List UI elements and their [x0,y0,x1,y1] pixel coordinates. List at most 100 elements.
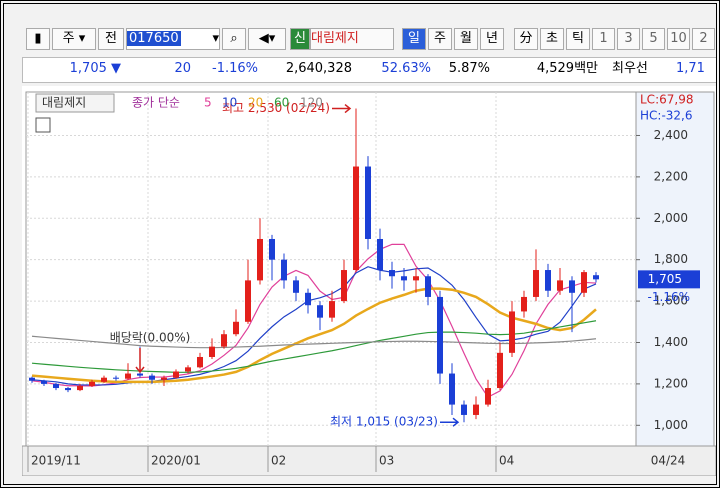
candle-body [233,321,239,335]
volume: 2,640,328 [285,61,352,76]
code-input[interactable]: 017650 ▾ [126,28,220,50]
legend-entry: 5 [204,96,212,110]
legend-entry: 120 [300,96,323,110]
last-price: 1,705 [648,272,682,286]
x-tick-label: 2019/11 [31,454,81,468]
candle-body [497,352,503,389]
period-count[interactable]: 5 [642,28,665,50]
candle-body [113,377,119,379]
code: 017650 [127,31,181,46]
candle-body [461,404,467,415]
ma-label: 종가 단순 [132,96,180,110]
y-tick-label: 2,400 [654,128,688,142]
period-tab[interactable]: 월 [454,28,478,50]
chart: 1,000 1,200 1,400 1,600 1,800 2,000 2,200 2,400… [22,86,716,476]
change: 20 [174,61,191,76]
candle-body [269,238,275,260]
candle-body [77,385,83,391]
prev-button[interactable]: 전 [98,28,124,50]
low-arrow [440,417,460,427]
legend-entry: 10 [222,96,237,110]
candle-body [545,270,551,291]
candle-body [413,276,419,281]
candle-body [41,380,47,384]
x-tick-label: 02 [271,454,286,468]
ma-line [31,287,597,384]
candle-body [257,238,263,281]
candle-body [401,276,407,281]
candle-body [509,311,515,353]
stock-name: 대림제지 [310,28,394,50]
high-annotation: 최고 2,530 (02/24) [222,101,330,115]
candle-body [365,166,371,239]
period-count[interactable]: 2 [692,28,715,50]
new-badge: 신 [290,28,310,50]
candle-body [89,381,95,386]
y-tick-label: 1,600 [654,294,688,308]
y-tick-label: 1,400 [654,335,688,349]
candle-body [521,296,527,312]
cursor-date: 04/24 [651,454,686,468]
period-tab[interactable]: 分 [514,28,538,50]
legend-box [35,93,115,113]
price: 1,705 ▼ [69,61,121,76]
x-axis-panel [22,445,716,476]
y-tick-label: 2,000 [654,211,688,225]
candle-body [317,305,323,318]
market-select[interactable]: 주 ▾ [52,28,96,50]
candle-body [137,373,143,376]
ma-line [31,320,597,373]
candle-body [377,238,383,271]
sound-button[interactable]: ◀▾ [248,28,286,50]
hc-label: HC:-32,6 [640,109,693,123]
candle-body [473,404,479,415]
quote-bar [22,57,716,83]
candle-body [593,275,599,280]
candle-body [125,373,131,379]
candle-body [185,367,191,372]
plot-frame [25,91,637,447]
candle-body [281,259,287,281]
turnover: 5.87% [448,61,490,76]
search-button[interactable]: ⌕ [222,28,246,50]
candle-body [437,296,443,374]
candle-body [53,383,59,389]
period-tab[interactable]: 일 [402,28,426,50]
period-tab[interactable]: 주 [428,28,452,50]
amount: 4,529백만 [536,61,598,76]
y-tick-label: 1,200 [654,376,688,390]
candle-body [305,292,311,306]
x-tick-label: 2020/01 [151,454,201,468]
y-tick-label: 1,800 [654,252,688,266]
last-change: -1.16% [648,290,690,304]
period-tab[interactable]: 초 [540,28,564,50]
candle-body [245,280,251,322]
period-count[interactable]: 3 [617,28,640,50]
menu-icon[interactable]: ▮ [26,28,50,50]
candle-body [341,270,347,302]
legend-entry: 60 [274,96,289,110]
candle-body [329,301,335,318]
best-label: 최우선 [612,61,648,76]
period-tab[interactable]: 틱 [566,28,590,50]
candle-body [65,388,71,391]
candle-body [449,373,455,405]
x-tick-label: 04 [499,454,514,468]
candle-body [425,276,431,297]
legend-entry: 20 [248,96,263,110]
best-price: 1,71 [676,61,705,76]
dividend-annotation: 배당락(0.00%) [110,331,191,345]
ma-line [31,335,597,349]
period-count[interactable]: 1 [592,28,615,50]
y-axis-panel [635,91,715,447]
candle-body [569,280,575,293]
grid-toggle[interactable] [35,117,51,133]
candle-body [557,280,563,291]
period-tab[interactable]: 년 [480,28,504,50]
candle-body [173,371,179,378]
candle-body [485,388,491,405]
candle-body [209,346,215,357]
period-count[interactable]: 10 [667,28,690,50]
candle-body [29,377,35,381]
